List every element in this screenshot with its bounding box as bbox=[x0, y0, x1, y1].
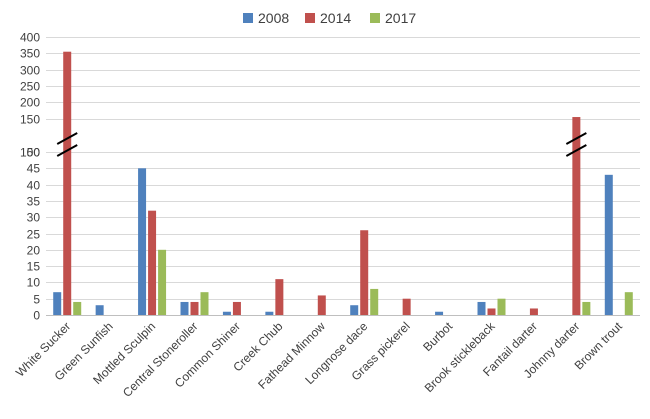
y-tick-label: 15 bbox=[27, 260, 41, 274]
y-tick-label: 30 bbox=[27, 211, 41, 225]
bar bbox=[190, 301, 199, 315]
y-tick-label: 0 bbox=[33, 309, 40, 323]
bar bbox=[222, 311, 231, 315]
bar bbox=[604, 174, 613, 315]
bar bbox=[232, 301, 241, 315]
y-tick-label: 45 bbox=[27, 162, 41, 176]
legend-swatch bbox=[305, 13, 315, 23]
category-label: Burbot bbox=[420, 319, 455, 354]
y-tick-label: 5 bbox=[33, 293, 40, 307]
bar bbox=[350, 305, 359, 315]
bar bbox=[529, 308, 538, 315]
y-tick-label: 35 bbox=[27, 195, 41, 209]
axis-break-mark bbox=[565, 132, 587, 145]
bar bbox=[582, 301, 591, 315]
y-tick-label: 100 bbox=[20, 146, 40, 160]
bar bbox=[477, 301, 486, 315]
bar bbox=[200, 292, 209, 315]
legend-label: 2017 bbox=[385, 10, 416, 26]
bar bbox=[317, 295, 326, 315]
bars bbox=[53, 51, 633, 316]
y-tick-label: 200 bbox=[20, 96, 40, 110]
bar bbox=[435, 311, 444, 315]
bar bbox=[53, 292, 62, 315]
bar bbox=[138, 168, 147, 315]
y-tick-label: 20 bbox=[27, 244, 41, 258]
bar bbox=[73, 301, 82, 315]
gridlines bbox=[46, 37, 640, 300]
category-label: Central Stoneroller bbox=[120, 319, 201, 400]
bar bbox=[275, 279, 284, 315]
bar bbox=[148, 210, 157, 315]
legend-swatch bbox=[243, 13, 253, 23]
legend-label: 2008 bbox=[258, 10, 289, 26]
y-tick-label: 250 bbox=[20, 80, 40, 94]
axis-break-mark bbox=[56, 144, 78, 157]
bar bbox=[95, 305, 104, 315]
bar bbox=[402, 298, 411, 315]
bar bbox=[370, 288, 379, 315]
y-tick-label: 300 bbox=[20, 64, 40, 78]
legend: 2008 2014 2017 bbox=[243, 10, 416, 26]
legend-swatch bbox=[370, 13, 380, 23]
axis-break-mark bbox=[565, 144, 587, 157]
bar bbox=[487, 308, 496, 315]
bar bbox=[572, 117, 581, 316]
bar bbox=[180, 301, 189, 315]
y-tick-label: 10 bbox=[27, 276, 41, 290]
y-tick-label: 25 bbox=[27, 228, 41, 242]
bar bbox=[360, 230, 369, 315]
bar bbox=[624, 292, 633, 315]
legend-label: 2014 bbox=[320, 10, 351, 26]
bar bbox=[265, 311, 274, 315]
bar bbox=[63, 51, 72, 315]
y-tick-label: 150 bbox=[20, 113, 40, 127]
axis-break-marks bbox=[56, 132, 587, 157]
y-tick-label: 400 bbox=[20, 31, 40, 45]
bar bbox=[158, 249, 167, 315]
bar bbox=[497, 298, 506, 315]
y-tick-label: 40 bbox=[27, 179, 41, 193]
y-tick-label: 350 bbox=[20, 47, 40, 61]
y-tick-label: 50 bbox=[27, 146, 41, 160]
axis-break-mark bbox=[56, 132, 78, 145]
